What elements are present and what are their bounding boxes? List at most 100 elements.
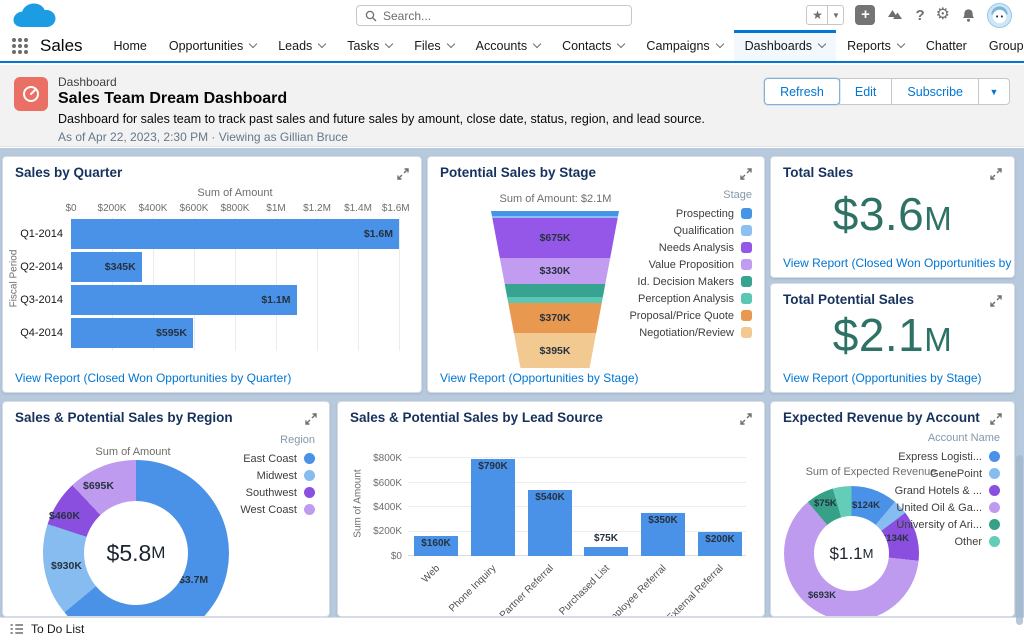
help-icon[interactable]: ? [915, 6, 925, 24]
legend-item: West Coast [240, 504, 315, 516]
legend-item: Needs Analysis [659, 242, 752, 254]
card-sales-by-region: Sales & Potential Sales by Region Sum of… [2, 401, 330, 617]
expand-icon[interactable] [990, 294, 1002, 307]
app-name: Sales [40, 35, 83, 55]
tab-leads[interactable]: Leads [267, 30, 336, 61]
expand-icon[interactable] [990, 167, 1002, 180]
legend-item: East Coast [243, 453, 315, 465]
card-sales-by-lead-source: Sales & Potential Sales by Lead Source S… [337, 401, 765, 617]
global-add-icon[interactable]: + [855, 5, 876, 25]
donut-center-total: $1.1 M [814, 516, 889, 591]
trailhead-icon[interactable] [886, 8, 904, 22]
expand-icon[interactable] [397, 167, 409, 180]
bar-q2-2014: $345K [71, 252, 142, 282]
user-avatar[interactable] [987, 2, 1012, 28]
tab-contacts[interactable]: Contacts [551, 30, 635, 61]
x-axis-ticks: $0 $200K $400K $600K $800K $1M $1.2M $1.… [65, 203, 410, 214]
tab-opportunities[interactable]: Opportunities [158, 30, 267, 61]
legend-item: Value Proposition [649, 259, 752, 271]
chevron-down-icon [715, 39, 724, 49]
account-donut-chart: $75K $124K $134K $693K $1.1 M [784, 486, 919, 616]
tab-chatter[interactable]: Chatter [925, 38, 967, 53]
view-report-link[interactable]: View Report (Opportunities by Stage) [440, 371, 639, 385]
gridlines [71, 217, 400, 351]
favorites-star-icon[interactable]: ★ [806, 5, 829, 25]
bar-phone-inquiry: $790K [471, 459, 515, 556]
view-report-link[interactable]: View Report (Closed Won Opportunities by… [783, 256, 1014, 270]
global-search-input[interactable]: Search... [356, 5, 632, 26]
search-icon [365, 10, 377, 21]
setup-gear-icon[interactable]: ⚙ [935, 6, 950, 23]
dashboard-header: Dashboard Sales Team Dream Dashboard Das… [0, 65, 1024, 147]
refresh-button[interactable]: Refresh [764, 78, 840, 105]
view-report-link[interactable]: View Report (Closed Won Opportunities by… [15, 371, 292, 385]
dashboard-description: Dashboard for sales team to track past s… [58, 112, 705, 126]
view-report-link[interactable]: View Report (Opportunities by Stage) [783, 371, 982, 385]
bar-external-referral: $200K [698, 531, 742, 556]
tab-home[interactable]: Home [113, 38, 147, 53]
tab-groups[interactable]: Groups [988, 38, 1024, 53]
vertical-scrollbar-thumb[interactable] [1016, 455, 1023, 625]
search-placeholder: Search... [383, 8, 432, 23]
card-title: Expected Revenue by Account [783, 410, 980, 425]
donut-center-total: $5.8 M [84, 501, 188, 605]
chevron-down-icon [532, 39, 542, 49]
funnel-seg-perception-analysis [491, 297, 619, 303]
funnel-chart: $675K $330K $370K $395K [491, 211, 619, 368]
legend-item: Express Logisti... [898, 451, 1000, 463]
favorites-group: ★ ▼ [806, 5, 845, 25]
legend-item: United Oil & Ga... [896, 502, 1000, 514]
todo-list-icon [10, 624, 23, 634]
card-title: Total Sales [783, 165, 854, 180]
tab-tasks[interactable]: Tasks [336, 30, 403, 61]
notifications-bell-icon[interactable] [961, 8, 976, 23]
salesforce-logo-icon [13, 3, 56, 27]
region-legend: Region East Coast Midwest Southwest West… [240, 434, 315, 518]
subscribe-button[interactable]: Subscribe [891, 78, 979, 105]
bar-purchased-list: $75K [584, 533, 628, 556]
legend-title: Region [280, 434, 315, 446]
expand-icon[interactable] [740, 412, 752, 425]
total-potential-sales-value: $2.1M [832, 309, 953, 361]
dashboard-meta: As of Apr 22, 2023, 2:30 PM · Viewing as… [58, 130, 348, 144]
chevron-down-icon [385, 39, 394, 49]
funnel-seg-prospecting [491, 211, 619, 216]
nav-tabs: Home Opportunities Leads Tasks Files Acc… [103, 30, 1024, 61]
bar-employee-referral: $350K [641, 513, 685, 556]
expand-icon[interactable] [990, 412, 1002, 425]
todo-list-item[interactable]: To Do List [31, 622, 85, 636]
y-axis-categories: Q1-2014 Q2-2014 Q3-2014 Q4-2014 [20, 228, 63, 339]
bar-plot: $160K $790K $540K $75K $350K $200K Web P… [408, 452, 746, 616]
tab-reports[interactable]: Reports [836, 30, 915, 61]
funnel-title: Sum of Amount: $2.1M [499, 193, 612, 205]
chevron-down-icon [617, 39, 626, 49]
tab-campaigns[interactable]: Campaigns [635, 30, 733, 61]
favorites-dropdown-icon[interactable]: ▼ [828, 5, 845, 25]
more-actions-dropdown[interactable]: ▼ [978, 78, 1010, 105]
tab-files[interactable]: Files [403, 30, 464, 61]
legend-title: Account Name [927, 432, 1000, 444]
bar-partner-referral: $540K [528, 489, 572, 556]
header-buttons: Refresh Edit Subscribe ▼ [764, 78, 1010, 105]
funnel-seg-id-decision-makers [491, 284, 619, 297]
tab-dashboards[interactable]: Dashboards [733, 30, 837, 61]
chevron-down-icon [318, 39, 327, 49]
card-sales-by-quarter: Sales by Quarter Sum of Amount $0 $200K … [2, 156, 422, 393]
edit-button[interactable]: Edit [838, 78, 893, 105]
expand-icon[interactable] [305, 412, 317, 425]
stage-legend: Stage Prospecting Qualification Needs An… [629, 189, 752, 341]
account-legend: Account Name Express Logisti... GenePoin… [895, 432, 1000, 550]
dashboard-record-icon [14, 77, 48, 111]
legend-item: Qualification [673, 225, 752, 237]
chevron-down-icon [817, 39, 827, 49]
bar-q1-2014: $1.6M [71, 219, 399, 249]
legend-item: Negotiation/Review [639, 327, 752, 339]
tab-accounts[interactable]: Accounts [465, 30, 551, 61]
bar-plot: $1.6M $345K $1.1M $595K [71, 219, 399, 351]
card-title: Sales & Potential Sales by Lead Source [350, 410, 603, 425]
record-type-label: Dashboard [58, 75, 117, 89]
bar-q4-2014: $595K [71, 318, 193, 348]
app-launcher-icon[interactable] [12, 37, 28, 54]
expand-icon[interactable] [740, 167, 752, 180]
card-title: Total Potential Sales [783, 292, 915, 307]
